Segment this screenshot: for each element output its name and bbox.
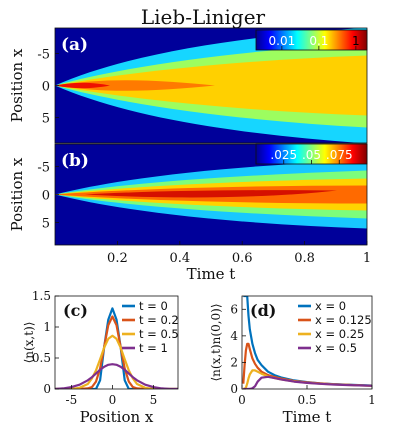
legend-label: x = 0.125 bbox=[315, 313, 372, 327]
y-tick-label: 1.5 bbox=[32, 289, 51, 303]
x-tick-label: 0.5 bbox=[297, 393, 316, 407]
x-tick-label: 0 bbox=[238, 393, 246, 407]
y-axis-label: Position x bbox=[8, 157, 26, 231]
y-tick-label: -5 bbox=[37, 160, 50, 175]
heatmap-panel-a: -5 0 5 Position x (a) 0.01 0.1 1 bbox=[8, 27, 368, 144]
y-tick-label: 4 bbox=[230, 329, 238, 343]
colorbar-tick-label: 1 bbox=[352, 34, 360, 48]
x-tick-label: 0 bbox=[109, 393, 117, 407]
y-tick-label: 0 bbox=[42, 80, 50, 95]
y-tick-label: 0.5 bbox=[32, 351, 51, 365]
legend-label: x = 0.5 bbox=[315, 341, 357, 355]
heatmap-panel-b: -5 0 5 0.2 0.4 0.6 0.8 1 Time t Position x (b) .025… bbox=[8, 143, 371, 283]
series-line bbox=[55, 363, 178, 389]
colorbar bbox=[255, 29, 368, 51]
x-tick-label: 0.2 bbox=[107, 251, 128, 266]
y-tick-label: 0 bbox=[42, 189, 50, 204]
series-line bbox=[55, 334, 178, 389]
x-tick-label: 0.8 bbox=[294, 251, 315, 266]
legend-label: x = 0.25 bbox=[315, 327, 364, 341]
colorbar-tick-label: 0.01 bbox=[269, 34, 296, 48]
y-axis-label: Position x bbox=[8, 48, 26, 122]
y-tick-label: 2 bbox=[230, 355, 238, 369]
y-tick-label: -5 bbox=[37, 48, 50, 63]
x-tick-label: 5 bbox=[150, 393, 158, 407]
legend-label: t = 0.2 bbox=[139, 313, 179, 327]
x-tick-label: 0.6 bbox=[232, 251, 253, 266]
y-tick-label: 0 bbox=[43, 382, 51, 396]
series-line bbox=[55, 307, 178, 389]
y-tick-label: 5 bbox=[42, 217, 50, 232]
y-tick-label: 5 bbox=[42, 111, 50, 126]
heatmap-level-higher bbox=[55, 80, 215, 91]
plot-area bbox=[55, 296, 178, 389]
y-tick-label: 0 bbox=[230, 382, 238, 396]
colorbar-tick-label: .05 bbox=[302, 148, 321, 162]
x-tick-label: 0.4 bbox=[169, 251, 190, 266]
heatmap-level-peak bbox=[55, 82, 110, 89]
panel-label: (a) bbox=[61, 35, 88, 55]
heatmap-level-peak bbox=[85, 190, 337, 198]
y-tick-label: 1 bbox=[43, 320, 51, 334]
y-axis-label: ⟨n(x,t)n(0,0)⟩ bbox=[209, 303, 223, 381]
x-axis-label: Position x bbox=[80, 408, 154, 426]
colorbar-tick-label: 0.1 bbox=[309, 34, 328, 48]
x-tick-label: 1 bbox=[363, 251, 371, 266]
legend-label: t = 1 bbox=[139, 341, 168, 355]
colorbar-tick-label: .075 bbox=[326, 148, 353, 162]
plot-frame bbox=[54, 295, 179, 390]
y-tick-label: 6 bbox=[230, 302, 238, 316]
x-tick-label: 1 bbox=[368, 393, 376, 407]
panel-label: (d) bbox=[250, 301, 276, 320]
legend-label: t = 0 bbox=[139, 299, 168, 313]
heatmap-field bbox=[55, 160, 367, 229]
x-axis-label: Time t bbox=[187, 265, 236, 283]
series-line bbox=[243, 375, 372, 389]
panel-label: (b) bbox=[61, 151, 89, 171]
colorbar-tick-label: .025 bbox=[270, 148, 297, 162]
x-tick-label: -5 bbox=[66, 393, 78, 407]
panel-label: (c) bbox=[63, 301, 88, 320]
legend-label: x = 0 bbox=[315, 299, 346, 313]
y-axis-label: ⟨n(x,t)⟩ bbox=[22, 322, 36, 364]
series-group bbox=[242, 296, 372, 389]
legend-label: t = 0.5 bbox=[139, 327, 179, 341]
heatmap-field bbox=[55, 28, 367, 143]
x-axis-label: Time t bbox=[283, 408, 332, 426]
figure-title: Lieb-Liniger bbox=[141, 5, 266, 29]
